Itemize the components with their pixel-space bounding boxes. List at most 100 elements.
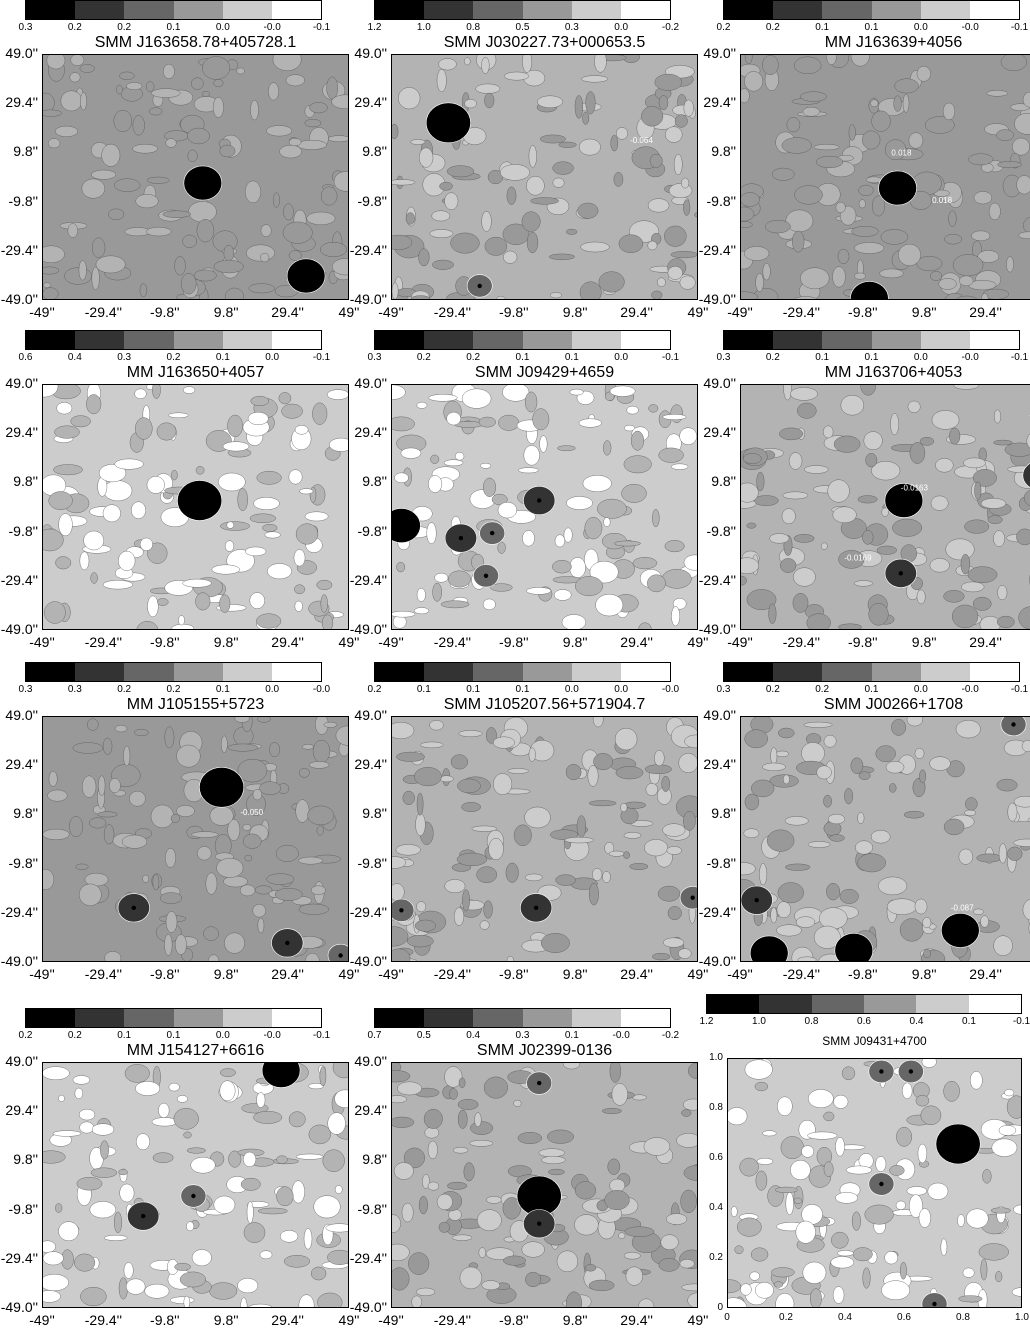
- noise-patch: [218, 473, 245, 491]
- noise-patch: [465, 99, 477, 108]
- noise-patch: [525, 392, 537, 412]
- source-peak: [285, 941, 289, 945]
- noise-patch: [529, 146, 537, 168]
- colorbar-segment: [223, 1009, 272, 1027]
- noise-patch: [743, 453, 761, 463]
- noise-patch: [48, 790, 68, 801]
- source-peak: [478, 284, 482, 288]
- noise-patch: [292, 1181, 305, 1203]
- noise-patch: [402, 1203, 413, 1222]
- noise-patch: [248, 412, 268, 425]
- noise-patch: [953, 254, 983, 276]
- source-peak: [895, 186, 899, 190]
- noise-patch: [266, 126, 291, 137]
- noise-patch: [778, 728, 794, 738]
- colorbar-segment: [75, 1009, 124, 1027]
- noise-patch: [445, 879, 465, 892]
- colorbar: [25, 1008, 322, 1028]
- colorbar-tick-label: 0.2: [74, 23, 75, 33]
- noise-patch: [419, 249, 430, 266]
- noise-patch: [460, 1267, 482, 1289]
- colorbar-segment: [724, 663, 773, 681]
- source-peak: [932, 1302, 936, 1306]
- noise-patch: [524, 445, 540, 465]
- noise-patch: [458, 1099, 478, 1109]
- noise-patch: [648, 241, 657, 250]
- noise-patch: [243, 1152, 256, 1167]
- noise-patch: [124, 1262, 133, 1278]
- y-tick-label: -29.4'': [329, 1250, 387, 1266]
- colorbar: [374, 330, 671, 350]
- noise-patch: [604, 518, 611, 527]
- noise-patch: [289, 251, 301, 261]
- noise-patch: [87, 719, 98, 731]
- noise-patch: [91, 170, 115, 179]
- noise-patch: [957, 1214, 964, 1226]
- noise-patch: [915, 899, 927, 914]
- noise-patch: [125, 1064, 150, 1082]
- y-tick-label: 0.2: [701, 1252, 723, 1263]
- y-tick-label: 29.4'': [0, 94, 38, 110]
- colorbar-segment: [26, 1009, 75, 1027]
- noise-patch: [267, 874, 294, 885]
- noise-patch: [311, 886, 325, 895]
- noise-patch: [756, 273, 764, 291]
- x-tick-label: 0.4: [833, 1312, 857, 1323]
- colorbar-segment: [724, 331, 773, 349]
- colorbar: [25, 0, 322, 20]
- noise-patch: [504, 72, 529, 80]
- noise-patch: [90, 1201, 116, 1218]
- noise-patch: [424, 1109, 442, 1128]
- noise-patch: [485, 93, 495, 108]
- y-tick-label: -29.4'': [329, 572, 387, 588]
- noise-patch: [131, 502, 145, 519]
- noise-patch: [174, 1108, 199, 1129]
- colorbar-segment: [473, 331, 522, 349]
- noise-patch: [645, 765, 672, 774]
- noise-patch: [1008, 803, 1017, 821]
- noise-patch: [415, 920, 436, 931]
- noise-patch: [295, 425, 308, 434]
- noise-patch: [610, 1063, 621, 1083]
- noise-patch: [502, 385, 529, 401]
- noise-patch: [808, 1132, 838, 1139]
- noise-patch: [793, 568, 815, 587]
- x-tick-label: 9.8'': [201, 634, 251, 650]
- noise-patch: [175, 1263, 191, 1270]
- noise-patch: [296, 1154, 323, 1159]
- x-tick-label: -9.8'': [140, 634, 190, 650]
- noise-patch: [92, 267, 100, 290]
- colorbar-segment: [174, 331, 223, 349]
- noise-patch: [289, 138, 301, 146]
- noise-patch: [407, 935, 433, 947]
- noise-patch: [71, 416, 91, 427]
- noise-patch: [175, 256, 186, 275]
- noise-patch: [165, 848, 176, 867]
- noise-patch: [451, 233, 480, 253]
- noise-patch: [459, 730, 482, 736]
- noise-patch: [392, 124, 398, 139]
- noise-patch: [177, 1095, 188, 1102]
- noise-patch: [433, 583, 442, 601]
- noise-patch: [979, 1244, 1009, 1261]
- noise-patch: [681, 1190, 697, 1213]
- noise-patch: [763, 763, 786, 771]
- noise-patch: [542, 1156, 566, 1164]
- noise-patch: [312, 403, 327, 425]
- colorbar-tick-label: 0.2: [173, 685, 174, 695]
- noise-patch: [862, 530, 873, 544]
- x-tick-label: -9.8'': [838, 634, 888, 650]
- noise-patch: [180, 1272, 206, 1287]
- noise-patch: [261, 225, 271, 237]
- source-peak: [141, 1214, 145, 1218]
- noise-patch: [682, 1110, 692, 1117]
- noise-patch: [890, 413, 898, 435]
- noise-patch: [902, 1083, 912, 1099]
- colorbar-tick-label: 0.1: [173, 1031, 174, 1041]
- y-tick-label: -9.8'': [0, 1201, 38, 1217]
- noise-patch: [959, 1296, 983, 1302]
- colorbar-tick-label: 0.0: [222, 1031, 223, 1041]
- noise-patch: [518, 468, 538, 473]
- noise-patch: [865, 1205, 894, 1224]
- colorbar-segment: [272, 1009, 321, 1027]
